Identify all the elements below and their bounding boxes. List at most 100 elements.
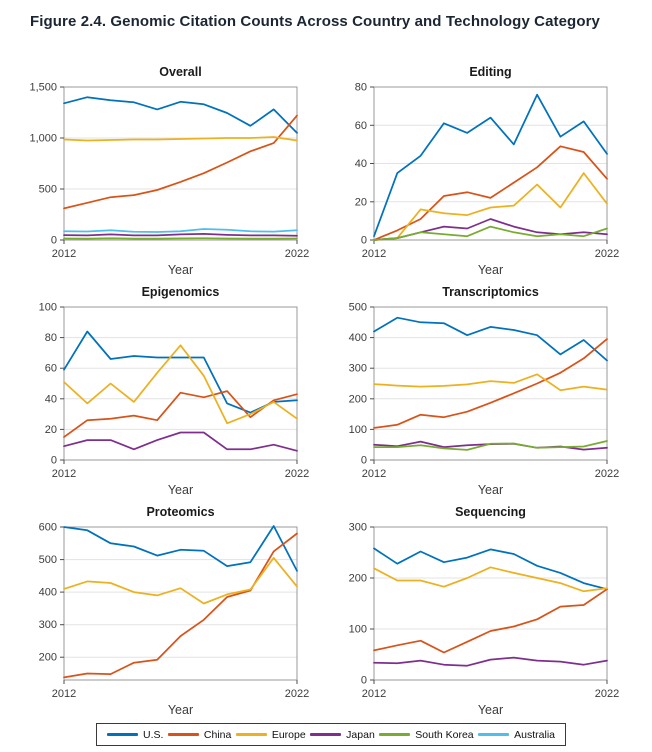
x-tick-label: 2022 — [595, 248, 619, 260]
y-tick-label: 300 — [349, 522, 367, 534]
series-china-line — [373, 338, 608, 429]
y-tick-label: 80 — [355, 82, 367, 94]
legend-line-swatch — [167, 733, 199, 736]
y-tick-label: 400 — [39, 587, 57, 599]
x-tick-label: 2012 — [362, 248, 386, 260]
y-tick-label: 0 — [51, 235, 57, 247]
series-europe-line — [373, 566, 608, 593]
series-south-korea-line — [373, 440, 608, 451]
x-tick-label: 2022 — [285, 688, 309, 700]
y-tick-label: 60 — [45, 363, 57, 375]
plot-box — [63, 526, 298, 681]
chart-title: Epigenomics — [142, 285, 220, 299]
chart-svg-overall: Overall 0 500 1,000 1,500 2012 2022 Year — [29, 65, 309, 277]
y-tick-label: 500 — [39, 554, 57, 566]
y-tick-label: 20 — [45, 424, 57, 436]
chart-epigenomics: Epigenomics 0 20 40 60 80 100 2012 2022 Year — [20, 280, 332, 500]
y-tick-label: 60 — [355, 120, 367, 132]
x-axis-label: Year — [168, 703, 193, 717]
y-tick-label: 300 — [39, 619, 57, 631]
y-tick-label: 300 — [349, 363, 367, 375]
y-tick-label: 1,500 — [29, 82, 57, 94]
chart-title: Transcriptomics — [442, 285, 539, 299]
y-tick-label: 200 — [349, 573, 367, 585]
series-europe-line — [63, 136, 298, 142]
chart-transcriptomics: Transcriptomics 0 100 200 300 400 500 2012 2022 Y… — [330, 280, 642, 500]
y-tick-label: 20 — [355, 196, 367, 208]
y-tick-label: 0 — [361, 235, 367, 247]
chart-proteomics: Proteomics 200 300 400 500 600 2012 2022 Year — [20, 500, 332, 720]
chart-title: Overall — [159, 65, 201, 79]
y-tick-label: 0 — [361, 455, 367, 467]
chart-title: Sequencing — [455, 505, 526, 519]
plot-box — [373, 306, 608, 461]
x-tick-label: 2012 — [362, 688, 386, 700]
series-europe-line — [63, 557, 298, 605]
y-tick-label: 200 — [39, 652, 57, 664]
series-australia-line — [63, 228, 298, 233]
legend-item-japan: Japan — [310, 729, 375, 741]
series-u-s-line — [373, 93, 608, 238]
legend-label: Japan — [346, 728, 375, 741]
x-tick-label: 2022 — [595, 468, 619, 480]
x-axis-label: Year — [478, 263, 503, 277]
x-axis-label: Year — [168, 483, 193, 497]
x-axis-label: Year — [478, 703, 503, 717]
legend-line-swatch — [478, 733, 510, 736]
series-china-line — [63, 390, 298, 438]
y-tick-label: 100 — [349, 624, 367, 636]
legend-line-swatch — [310, 733, 342, 736]
legend-item-australia: Australia — [478, 729, 555, 741]
legend-item-china: China — [167, 728, 232, 741]
y-tick-label: 100 — [39, 302, 57, 314]
plot-box — [373, 526, 608, 681]
y-tick-label: 500 — [39, 184, 57, 196]
chart-svg-transcriptomics: Transcriptomics 0 100 200 300 400 500 2012 2022 Y… — [349, 285, 620, 497]
legend-line-swatch — [379, 733, 411, 736]
series-europe-line — [373, 172, 608, 241]
x-tick-label: 2022 — [285, 248, 309, 260]
plot-box — [63, 86, 298, 241]
legend-label: Europe — [271, 728, 306, 741]
chart-editing: Editing 0 20 40 60 80 2012 2022 Year — [330, 60, 642, 280]
chart-svg-editing: Editing 0 20 40 60 80 2012 2022 Year — [355, 65, 619, 277]
series-china-line — [373, 145, 608, 241]
x-tick-label: 2022 — [595, 688, 619, 700]
series-u-s-line — [63, 96, 298, 134]
y-tick-label: 40 — [355, 158, 367, 170]
x-tick-label: 2022 — [285, 468, 309, 480]
y-tick-label: 500 — [349, 302, 367, 314]
series-japan-line — [373, 218, 608, 241]
y-tick-label: 400 — [349, 332, 367, 344]
plot-box — [63, 306, 298, 461]
series-u-s-line — [373, 316, 608, 362]
legend-label: South Korea — [415, 728, 474, 741]
y-tick-label: 80 — [45, 332, 57, 344]
legend-line-swatch — [107, 733, 138, 736]
y-tick-label: 40 — [45, 393, 57, 405]
series-south-korea-line — [373, 225, 608, 241]
chart-svg-epigenomics: Epigenomics 0 20 40 60 80 100 2012 2022 Year — [39, 285, 310, 497]
y-tick-label: 100 — [349, 424, 367, 436]
legend-item-u-s: U.S. — [107, 729, 163, 741]
series-japan-line — [63, 233, 298, 237]
series-japan-line — [373, 656, 608, 667]
figure-title: Figure 2.4. Genomic Citation Counts Acro… — [30, 13, 600, 30]
series-china-line — [63, 114, 298, 210]
series-u-s-line — [63, 330, 298, 414]
series-europe-line — [63, 344, 298, 425]
x-axis-label: Year — [478, 483, 503, 497]
x-tick-label: 2012 — [52, 248, 76, 260]
series-japan-line — [63, 431, 298, 452]
series-u-s-line — [373, 547, 608, 591]
series-europe-line — [373, 373, 608, 392]
y-tick-label: 200 — [349, 393, 367, 405]
legend-item-south-korea: South Korea — [379, 728, 474, 741]
legend-label: U.S. — [143, 728, 164, 741]
chart-overall: Overall 0 500 1,000 1,500 2012 2022 Year — [20, 60, 332, 280]
legend-item-europe: Europe — [235, 728, 306, 741]
x-tick-label: 2012 — [362, 468, 386, 480]
legend-label: China — [203, 728, 232, 741]
legend: U.S. China Europe Japan South Korea Australia — [96, 723, 566, 746]
